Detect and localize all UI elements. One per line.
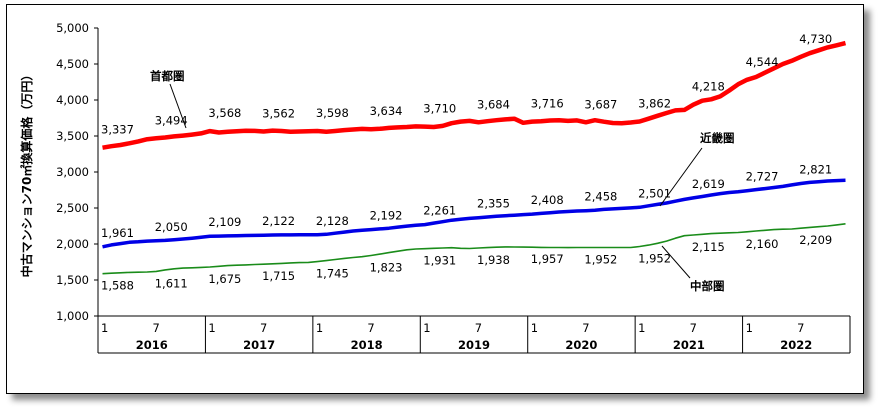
month-tick-label: 1 [746,321,753,335]
month-tick-label: 7 [582,321,589,335]
series-name-kinki: 近畿圏 [700,131,735,145]
data-label-chubu: 2,209 [799,233,832,247]
series-lines [102,40,847,275]
data-label-shutoken: 3,710 [423,102,456,116]
data-label-chubu: 1,675 [208,272,241,286]
y-tick-label: 2,000 [56,237,89,251]
y-tick-label: 1,500 [56,273,89,287]
data-label-shutoken: 4,218 [692,80,725,94]
y-tick-label: 3,000 [56,165,89,179]
year-label: 2021 [673,338,705,352]
month-tick-label: 7 [797,321,804,335]
month-tick-label: 7 [475,321,482,335]
data-label-shutoken: 3,634 [370,104,403,118]
data-label-chubu: 1,823 [370,261,403,275]
data-label-chubu: 1,957 [531,252,564,266]
callout-leader-shutoken [169,83,187,129]
data-label-shutoken: 4,544 [746,55,779,69]
y-tick-label: 1,000 [56,309,89,323]
series-line-kinki [102,178,846,249]
callout-leader-kinki [659,147,703,207]
data-labels: 3,337 3,494 3,568 3,562 3,598 3,634 3,710 3,684… [101,32,832,293]
data-label-shutoken: 3,562 [262,107,295,121]
data-label-kinki: 2,122 [262,214,295,228]
data-label-chubu: 2,115 [692,240,725,254]
year-label: 2016 [136,338,168,352]
data-label-shutoken: 3,568 [208,106,241,120]
data-label-kinki: 2,727 [746,170,779,184]
data-label-kinki: 2,128 [316,214,349,228]
data-label-chubu: 1,938 [477,253,510,267]
y-tick-label: 5,000 [56,21,89,35]
data-label-shutoken: 3,598 [316,106,349,120]
data-label-chubu: 1,715 [262,269,295,283]
callout-leader-chubu [661,245,691,279]
month-tick-label: 1 [423,321,430,335]
year-label: 2017 [243,338,275,352]
month-tick-label: 7 [367,321,374,335]
data-label-shutoken: 3,716 [531,97,564,111]
year-label: 2018 [351,338,383,352]
data-label-chubu: 1,588 [101,279,134,293]
data-label-kinki: 2,619 [692,177,725,191]
month-tick-label: 1 [531,321,538,335]
data-label-shutoken: 3,337 [101,123,134,137]
data-label-kinki: 2,192 [370,209,403,223]
data-label-shutoken: 3,687 [584,97,617,111]
month-tick-label: 7 [690,321,697,335]
y-tick-label: 2,500 [56,201,89,215]
data-label-kinki: 2,501 [638,186,671,200]
y-tick-label: 3,500 [56,129,89,143]
data-label-kinki: 2,050 [155,220,188,234]
y-tick-label: 4,000 [56,93,89,107]
data-label-chubu: 1,611 [155,276,188,290]
data-label-chubu: 1,745 [316,267,349,281]
data-label-kinki: 2,458 [584,190,617,204]
year-label: 2020 [565,338,597,352]
data-label-shutoken: 3,862 [638,96,671,110]
data-label-kinki: 2,261 [423,204,456,218]
data-label-kinki: 1,961 [101,226,134,240]
y-axis-title: 中古マンション70㎡換算価格（万円） [19,69,34,278]
series-line-chubu [102,223,846,275]
data-label-shutoken: 4,730 [799,32,832,46]
month-tick-label: 7 [153,321,160,335]
chart-frame [6,4,864,394]
month-tick-label: 1 [316,321,323,335]
data-label-kinki: 2,821 [799,163,832,177]
data-label-shutoken: 3,494 [155,113,188,127]
data-label-kinki: 2,355 [477,197,510,211]
data-label-chubu: 1,952 [584,252,617,266]
series-line-shutoken [102,40,847,150]
data-label-shutoken: 3,684 [477,97,510,111]
series-name-chubu: 中部圏 [690,279,725,293]
data-label-kinki: 2,109 [208,215,241,229]
month-tick-label: 1 [208,321,215,335]
axes: 1,000 1,500 2,000 2,500 3,000 3,500 4,000 4,500… [56,21,851,354]
year-label: 2022 [780,338,812,352]
series-name-shutoken: 首都圏 [150,69,185,83]
year-label: 2019 [458,338,490,352]
data-label-chubu: 2,160 [746,237,779,251]
data-label-chubu: 1,952 [638,252,671,266]
y-tick-label: 4,500 [56,57,89,71]
month-tick-label: 1 [638,321,645,335]
month-tick-label: 7 [260,321,267,335]
data-label-kinki: 2,408 [531,193,564,207]
month-tick-label: 1 [101,321,108,335]
data-label-chubu: 1,931 [423,254,456,268]
